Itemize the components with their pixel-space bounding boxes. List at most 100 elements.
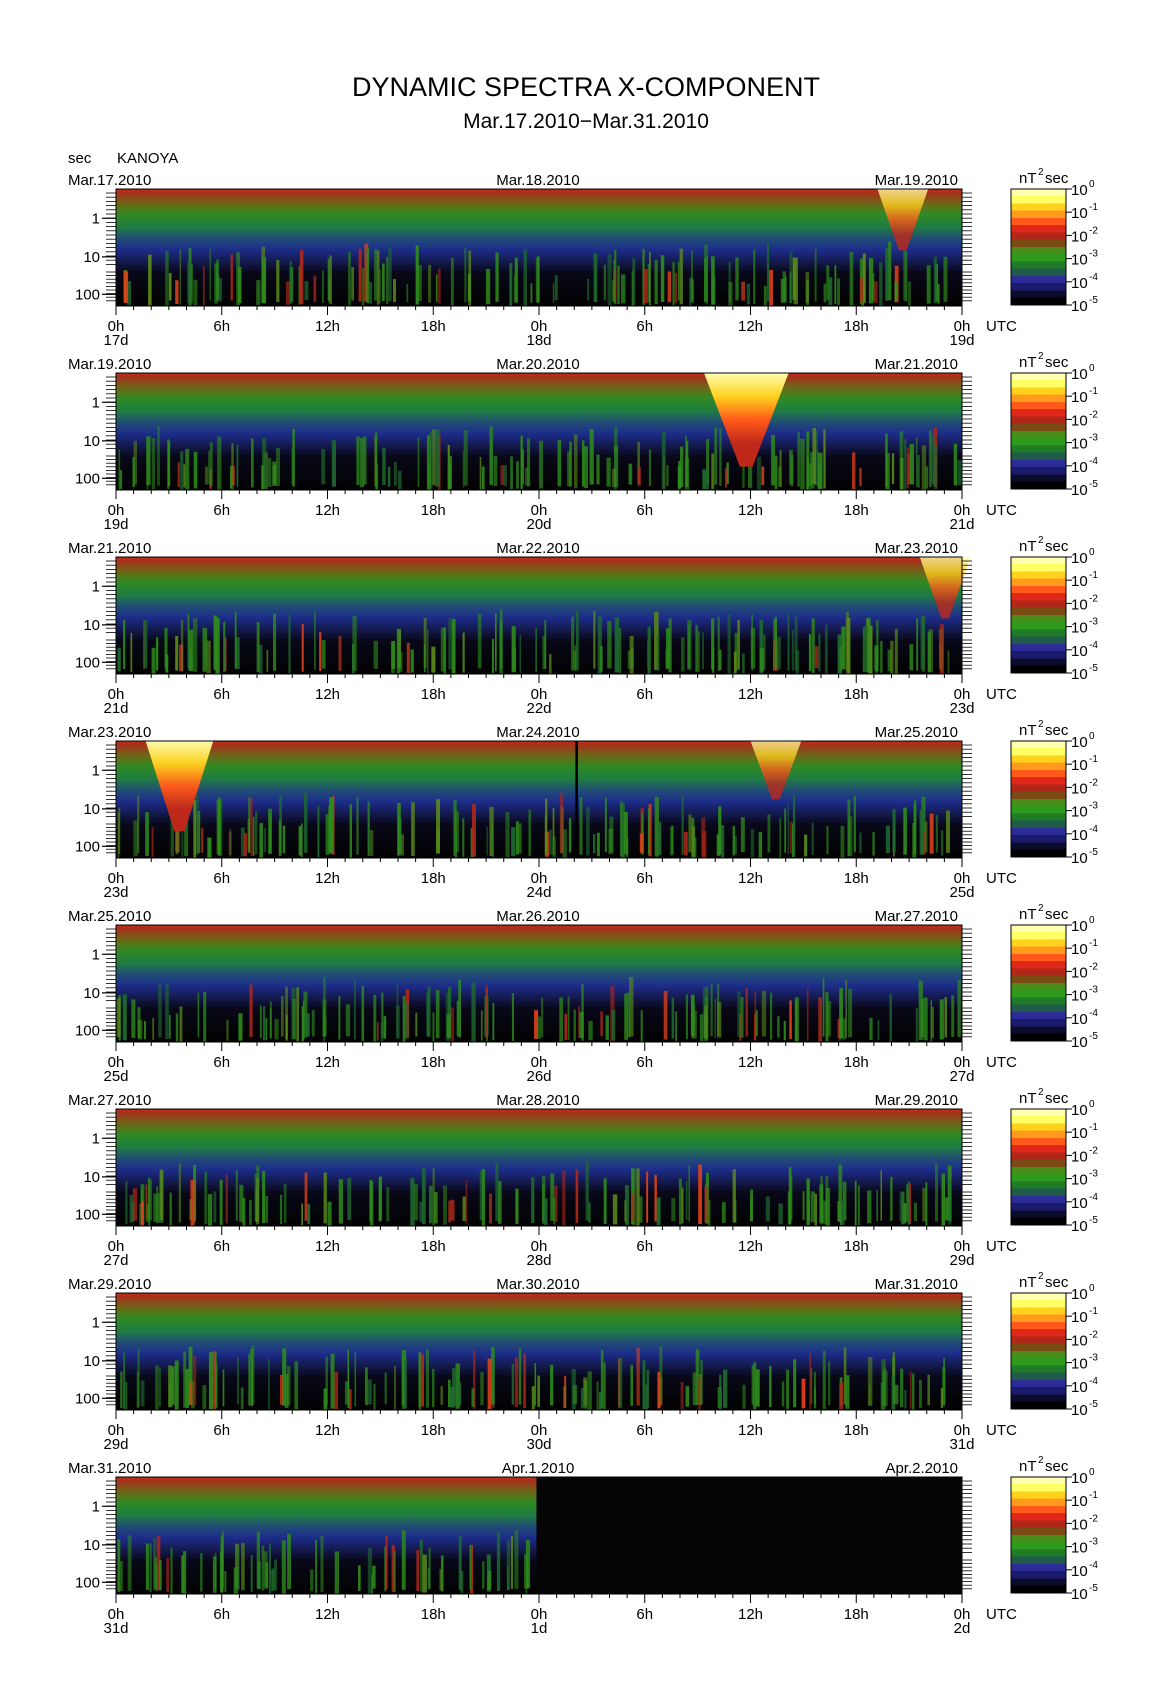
x-tick-label: 6h <box>213 870 230 887</box>
spectrum-event <box>750 741 802 800</box>
spectrum-streak <box>720 825 725 858</box>
colorbar-tick-label: 10 <box>1071 1356 1088 1373</box>
spectrum-streak <box>181 1555 185 1593</box>
spectrum-streak <box>935 815 938 853</box>
spectrum-streak <box>793 1359 797 1408</box>
spectrum-streak <box>439 1569 442 1591</box>
spectrum-streak <box>291 448 294 485</box>
spectrum-streak <box>120 1561 123 1591</box>
spectrum-streak <box>344 1381 350 1405</box>
spectrum-streak <box>708 1200 711 1226</box>
spectrum-streak <box>319 632 322 671</box>
spectrum-streak <box>668 618 672 673</box>
spectrum-streak <box>282 1348 287 1406</box>
spectrum-streak <box>133 820 138 857</box>
colorbar-tick-exponent: -4 <box>1089 456 1098 467</box>
spectrum-streak <box>587 278 589 301</box>
spectrum-streak <box>687 619 692 670</box>
spectrum-streak <box>118 807 121 854</box>
spectrum-streak <box>154 1556 157 1590</box>
colorbar-tick-label: 10 <box>1071 988 1088 1005</box>
spectrum-streak <box>448 618 453 670</box>
spectrum-streak <box>719 1374 722 1410</box>
spectrum-streak <box>396 982 399 1038</box>
spectrum-streak <box>236 444 239 487</box>
spectrum-streak <box>188 1346 193 1405</box>
spectrum-streak <box>935 1163 938 1222</box>
spectrum-streak <box>329 797 333 853</box>
spectrum-streak <box>298 826 302 856</box>
spectrum-streak <box>127 1535 132 1591</box>
spectrum-streak <box>214 1552 217 1589</box>
day-label: 21d <box>103 700 128 717</box>
spectrum-streak <box>718 806 722 855</box>
spectrum-streak <box>400 834 404 856</box>
colorbar-tick-exponent: -2 <box>1089 225 1098 236</box>
spectrum-streak <box>596 1381 599 1410</box>
x-tick-label: 18h <box>844 1606 869 1623</box>
colorbar-tick-label: 10 <box>1071 734 1088 751</box>
spectrum-streak <box>271 1569 274 1592</box>
spectrum-streak <box>373 1383 376 1410</box>
spectrum-streak <box>685 441 689 487</box>
spectrum-streak <box>492 834 494 858</box>
colorbar <box>1010 372 1067 490</box>
spectrum-streak <box>915 437 918 487</box>
spectrum-streak <box>787 803 789 855</box>
spectrum-streak <box>545 798 548 855</box>
spectrum-streak <box>840 1200 845 1225</box>
spectrum-streak <box>208 451 211 485</box>
spectrum-streak <box>630 1364 634 1406</box>
spectrum-streak <box>925 1182 928 1226</box>
day-label: 30d <box>526 1436 551 1453</box>
colorbar-tick-label: 10 <box>1071 1148 1088 1165</box>
spectrum-streak <box>853 796 856 853</box>
spectrum-streak <box>607 621 612 669</box>
spectrum-streak <box>894 628 898 674</box>
spectrum-streak <box>629 636 634 674</box>
colorbar-unit: nT <box>1019 538 1037 555</box>
chart-subtitle: Mar.17.2010−Mar.31.2010 <box>463 110 709 133</box>
spectrum-streak <box>623 811 628 855</box>
spectrum-streak <box>847 816 853 857</box>
spectrum-streak <box>331 440 336 487</box>
spectrum-streak <box>534 1010 539 1039</box>
spectrum-streak <box>304 281 309 301</box>
spectrum-streak <box>179 249 182 305</box>
spectrum-streak <box>303 991 308 1038</box>
spectrum-streak <box>647 808 650 855</box>
colorbar-tick-label: 10 <box>1071 1172 1088 1189</box>
x-tick-label: 0h <box>108 1238 125 1255</box>
spectrum-streak <box>593 833 596 854</box>
spectrum-streak <box>310 1569 314 1592</box>
spectrum-streak <box>789 1000 792 1039</box>
spectrum-streak <box>433 1192 438 1224</box>
spectrum-streak <box>206 640 211 673</box>
spectrum-streak <box>118 449 121 490</box>
spectrum-streak <box>514 1357 519 1407</box>
spectrum-streak <box>481 466 485 490</box>
spectrum-streak <box>426 435 432 490</box>
x-tick-label: 6h <box>213 1054 230 1071</box>
colorbar-unit-suffix: sec <box>1045 1458 1069 1475</box>
spectrum-streak <box>267 457 272 487</box>
colorbar-tick-label: 10 <box>1071 1332 1088 1349</box>
y-tick-label: 10 <box>83 1537 100 1554</box>
spectrum-streak <box>753 1362 757 1410</box>
spectrum-streak <box>698 631 700 672</box>
day-label: 19d <box>103 516 128 533</box>
spectrum-streak <box>678 1178 682 1225</box>
spectrum-streak <box>287 1533 291 1589</box>
colorbar-tick-exponent: -3 <box>1089 249 1098 260</box>
spectrum-streak <box>175 280 179 304</box>
spectrum-streak <box>443 1185 447 1225</box>
spectrum-streak <box>681 1187 684 1224</box>
colorbar <box>1010 188 1067 306</box>
spectrum-streak <box>487 1571 492 1590</box>
spectrum-streak <box>581 983 584 1041</box>
spectrum-streak <box>238 1013 243 1041</box>
spectrum-streak <box>657 1371 661 1409</box>
spectrum-streak <box>704 1186 709 1223</box>
spectrum-streak <box>868 617 871 674</box>
colorbar-tick-exponent: -2 <box>1089 777 1098 788</box>
